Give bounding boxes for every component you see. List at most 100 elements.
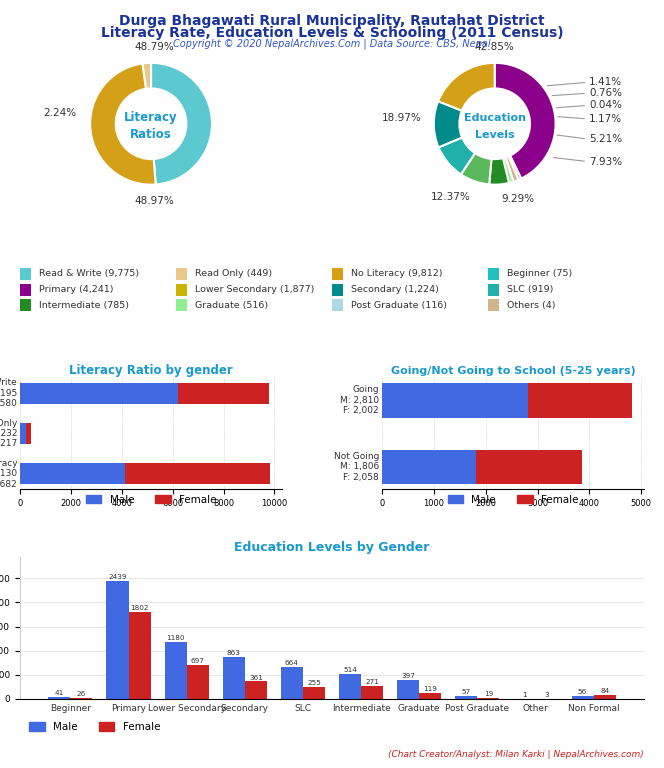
FancyBboxPatch shape	[176, 268, 187, 280]
Bar	[419, 694, 442, 699]
Text: 0.04%: 0.04%	[589, 101, 622, 111]
Bar	[177, 382, 269, 404]
Text: 19: 19	[484, 691, 493, 697]
FancyBboxPatch shape	[332, 268, 343, 280]
Wedge shape	[495, 63, 556, 179]
Text: 42.85%: 42.85%	[475, 42, 515, 52]
Text: 3: 3	[544, 692, 549, 698]
Bar	[361, 686, 383, 699]
Text: 1.17%: 1.17%	[589, 114, 622, 124]
Wedge shape	[489, 158, 509, 184]
Text: Copyright © 2020 NepalArchives.Com | Data Source: CBS, Nepal: Copyright © 2020 NepalArchives.Com | Dat…	[173, 38, 491, 49]
Text: Read Only (449): Read Only (449)	[195, 270, 272, 278]
FancyBboxPatch shape	[332, 300, 343, 311]
Wedge shape	[503, 157, 513, 183]
FancyBboxPatch shape	[488, 283, 499, 296]
Text: Ratios: Ratios	[130, 128, 172, 141]
Text: 1.41%: 1.41%	[589, 78, 622, 88]
Text: Levels: Levels	[475, 130, 515, 140]
Text: Literacy: Literacy	[124, 111, 178, 124]
Bar	[245, 681, 267, 699]
Text: Durga Bhagawati Rural Municipality, Rautahat District: Durga Bhagawati Rural Municipality, Raut…	[119, 14, 545, 28]
Bar	[594, 695, 616, 699]
Text: 361: 361	[249, 674, 263, 680]
Text: 57: 57	[461, 689, 471, 695]
Bar	[477, 698, 499, 699]
Bar	[70, 697, 92, 699]
Text: 697: 697	[191, 658, 205, 664]
Text: Intermediate (785): Intermediate (785)	[39, 301, 129, 310]
Title: Going/Not Going to School (5-25 years): Going/Not Going to School (5-25 years)	[390, 366, 635, 376]
Legend: Male, Female: Male, Female	[444, 491, 582, 508]
Text: 41: 41	[54, 690, 64, 696]
Bar	[20, 463, 125, 485]
Text: 271: 271	[365, 679, 379, 685]
FancyBboxPatch shape	[176, 300, 187, 311]
Bar	[26, 423, 31, 444]
Legend: Male, Female: Male, Female	[82, 491, 220, 508]
Wedge shape	[151, 63, 212, 184]
Text: 5.21%: 5.21%	[589, 134, 622, 144]
Text: 56: 56	[578, 690, 587, 695]
Text: 26: 26	[77, 690, 86, 697]
Bar	[456, 696, 477, 699]
Text: No Literacy (9,812): No Literacy (9,812)	[351, 270, 442, 278]
Text: 664: 664	[285, 660, 299, 666]
Bar	[125, 463, 270, 485]
Text: 514: 514	[343, 667, 357, 674]
Bar	[397, 680, 419, 699]
Bar	[572, 696, 594, 699]
Text: Education: Education	[463, 113, 526, 123]
Wedge shape	[505, 156, 519, 182]
Text: 84: 84	[600, 688, 610, 694]
Text: 119: 119	[424, 687, 437, 692]
Text: 48.79%: 48.79%	[134, 42, 174, 52]
Wedge shape	[505, 157, 513, 182]
Text: 2439: 2439	[108, 574, 127, 581]
Text: 1802: 1802	[130, 605, 149, 611]
Text: Secondary (1,224): Secondary (1,224)	[351, 285, 439, 294]
Wedge shape	[509, 156, 521, 180]
Legend: Male, Female: Male, Female	[25, 718, 164, 737]
FancyBboxPatch shape	[488, 300, 499, 311]
Bar	[281, 667, 303, 699]
Text: 7.93%: 7.93%	[589, 157, 622, 167]
FancyBboxPatch shape	[488, 268, 499, 280]
Bar	[339, 674, 361, 699]
Bar	[303, 687, 325, 699]
Text: (Chart Creator/Analyst: Milan Karki | NepalArchives.com): (Chart Creator/Analyst: Milan Karki | Ne…	[388, 750, 644, 759]
Bar	[528, 382, 631, 418]
Bar	[48, 697, 70, 699]
FancyBboxPatch shape	[176, 283, 187, 296]
Bar	[129, 612, 151, 699]
Text: Primary (4,241): Primary (4,241)	[39, 285, 113, 294]
Wedge shape	[434, 101, 462, 147]
Bar	[475, 449, 582, 485]
Title: Education Levels by Gender: Education Levels by Gender	[234, 541, 430, 554]
Bar	[20, 382, 177, 404]
Text: SLC (919): SLC (919)	[507, 285, 553, 294]
Wedge shape	[438, 63, 495, 111]
Text: 0.76%: 0.76%	[589, 88, 622, 98]
Wedge shape	[438, 137, 475, 174]
Text: 1: 1	[522, 692, 527, 698]
FancyBboxPatch shape	[20, 300, 31, 311]
FancyBboxPatch shape	[332, 283, 343, 296]
Text: 2.24%: 2.24%	[44, 108, 77, 118]
FancyBboxPatch shape	[20, 268, 31, 280]
Text: Literacy Rate, Education Levels & Schooling (2011 Census): Literacy Rate, Education Levels & School…	[101, 26, 563, 40]
Text: 18.97%: 18.97%	[382, 113, 422, 123]
Text: 397: 397	[401, 673, 415, 679]
Text: 12.37%: 12.37%	[431, 192, 471, 202]
Bar	[382, 382, 528, 418]
Text: 255: 255	[307, 680, 321, 686]
Wedge shape	[90, 64, 155, 184]
Bar	[222, 657, 245, 699]
Text: 1180: 1180	[167, 635, 185, 641]
Bar	[382, 449, 475, 485]
Text: Post Graduate (116): Post Graduate (116)	[351, 301, 447, 310]
Text: Beginner (75): Beginner (75)	[507, 270, 572, 278]
Bar	[106, 581, 129, 699]
Text: Others (4): Others (4)	[507, 301, 555, 310]
Text: Lower Secondary (1,877): Lower Secondary (1,877)	[195, 285, 314, 294]
